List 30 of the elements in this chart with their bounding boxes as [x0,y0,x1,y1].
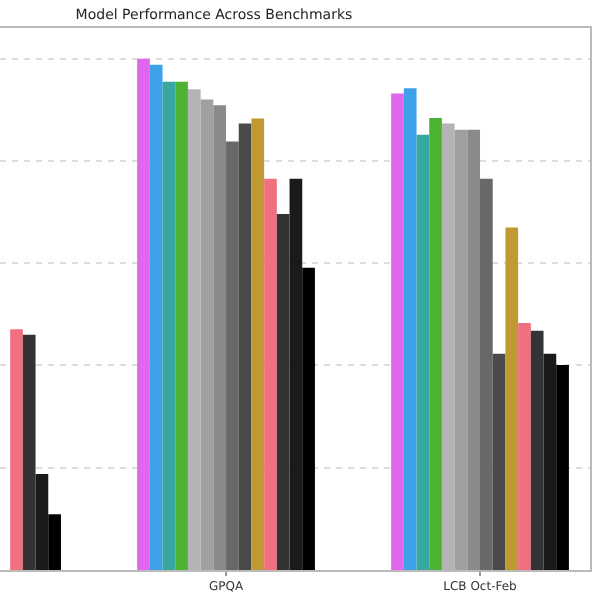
bar [276,214,290,570]
bar [543,353,557,570]
bar [35,473,49,570]
bar [238,123,252,570]
bar [251,118,265,570]
bar [403,88,417,570]
bar [149,64,163,570]
bar [556,364,569,570]
bar [137,58,150,570]
bar [162,81,176,570]
bar [175,81,188,570]
bar [10,329,23,570]
bar [226,141,239,570]
bar [416,134,430,570]
bar [213,105,227,570]
bar [492,353,506,570]
bar [200,99,214,570]
bar [391,93,404,570]
bar [302,267,315,570]
bar [429,118,442,570]
bar [22,334,36,570]
bar [454,129,468,570]
bar [480,178,493,570]
bar [518,323,531,570]
bar [264,178,277,570]
bar [289,178,303,570]
bar [48,514,61,570]
bar [530,330,544,570]
bar [505,227,519,570]
bar [467,129,481,570]
